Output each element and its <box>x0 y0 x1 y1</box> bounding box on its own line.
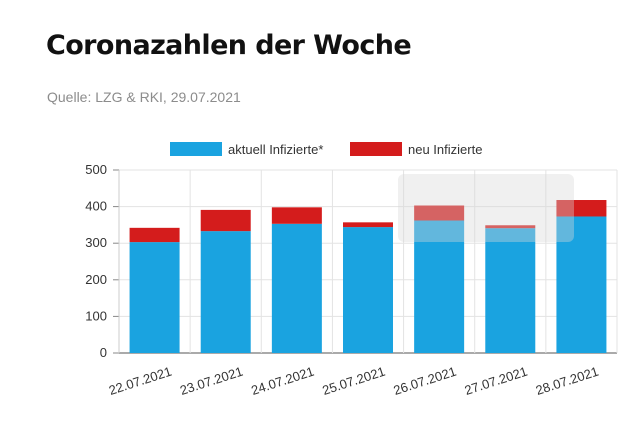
x-tick-label: 27.07.2021 <box>463 364 530 398</box>
y-axis: 0 100 200 300 400 500 <box>85 162 120 360</box>
x-axis: 22.07.2021 23.07.2021 24.07.2021 25.07.2021… <box>107 364 600 398</box>
x-tick-label: 22.07.2021 <box>107 364 174 398</box>
x-tick-label: 23.07.2021 <box>178 364 245 398</box>
source-note: Quelle: LZG & RKI, 29.07.2021 <box>47 89 241 105</box>
bar-neu-infizierte[interactable] <box>271 207 322 224</box>
bar-aktuell-infizierte[interactable] <box>129 242 180 353</box>
bars <box>129 200 607 353</box>
bar-aktuell-infizierte[interactable] <box>200 231 251 353</box>
bar-aktuell-infizierte[interactable] <box>556 216 607 353</box>
y-tick-label: 500 <box>85 162 107 177</box>
bar-neu-infizierte[interactable] <box>343 222 393 228</box>
bar-neu-infizierte[interactable] <box>200 209 251 232</box>
legend-swatch <box>170 142 222 156</box>
y-tick-label: 0 <box>100 345 107 360</box>
bar-aktuell-infizierte[interactable] <box>485 228 536 353</box>
y-tick-label: 100 <box>85 308 107 323</box>
x-tick-label: 26.07.2021 <box>392 364 459 398</box>
bar-neu-infizierte[interactable] <box>485 225 536 229</box>
y-tick-label: 200 <box>85 272 107 287</box>
chart-title: Coronazahlen der Woche <box>46 30 412 61</box>
bar-aktuell-infizierte[interactable] <box>271 223 322 353</box>
bar-neu-infizierte[interactable] <box>129 227 180 243</box>
x-tick-label: 24.07.2021 <box>249 364 316 398</box>
legend-label[interactable]: aktuell Infizierte* <box>228 142 323 157</box>
bar-aktuell-infizierte[interactable] <box>414 220 465 353</box>
bar-neu-infizierte[interactable] <box>414 205 465 221</box>
x-tick-label: 28.07.2021 <box>534 364 601 398</box>
bar-neu-infizierte[interactable] <box>556 200 607 217</box>
x-tick-label: 25.07.2021 <box>320 364 387 398</box>
legend: aktuell Infizierte* neu Infizierte <box>170 142 482 157</box>
tooltip-overlay <box>398 174 574 242</box>
tooltip-box <box>398 174 574 242</box>
y-tick-label: 400 <box>85 199 107 214</box>
legend-label[interactable]: neu Infizierte <box>408 142 482 157</box>
bar-aktuell-infizierte[interactable] <box>343 227 393 353</box>
legend-swatch <box>350 142 402 156</box>
y-tick-label: 300 <box>85 235 107 250</box>
